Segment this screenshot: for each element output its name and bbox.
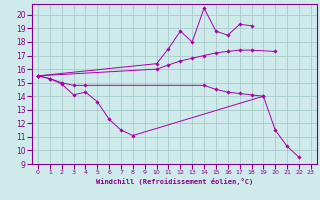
X-axis label: Windchill (Refroidissement éolien,°C): Windchill (Refroidissement éolien,°C) xyxy=(96,178,253,185)
